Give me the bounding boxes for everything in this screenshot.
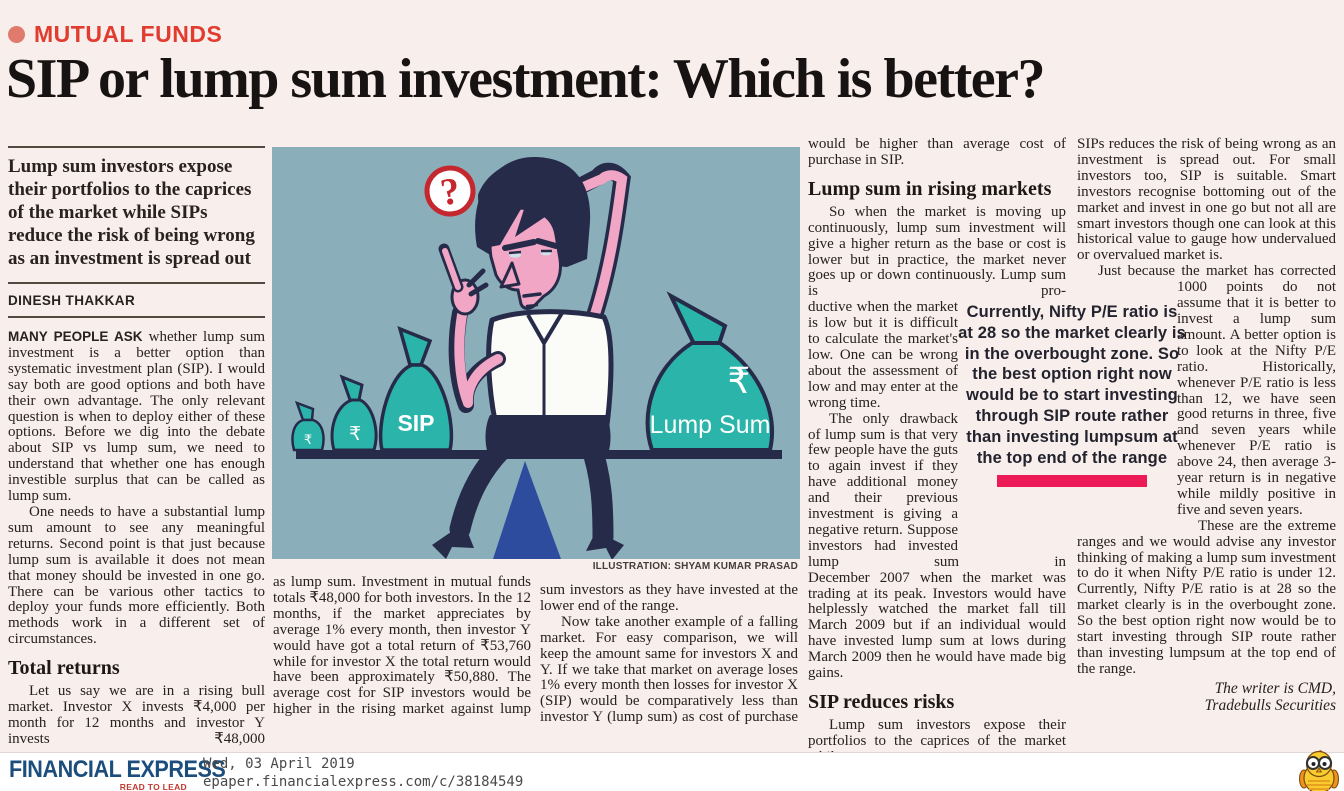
divider [8,146,265,148]
paragraph: December 2007 when the market was tradin… [808,569,1066,682]
rupee-symbol: ₹ [304,432,312,447]
author-signoff: The writer is CMD, Tradebulls Securities [1204,679,1336,714]
money-bag-lump-sum: ₹ Lump Sum [645,291,774,452]
sip-bag-label: SIP [397,410,434,436]
illustration-caption: ILLUSTRATION: SHYAM KUMAR PRASAD [592,561,798,572]
pull-quote: Currently, Nifty P/E ratio is at 28 so t… [957,302,1187,488]
money-bag-tiny: ₹ [291,400,325,452]
article-body: Lump sum investors expose their portfoli… [0,136,1344,765]
lead-in: MANY PEOPLE ASK [8,329,143,344]
thinking-man [432,157,631,560]
paragraph: These are the extreme ranges and we woul… [1077,517,1336,677]
quote-wrap-left: ductive when the market is low but it is… [808,299,1066,570]
divider [8,316,265,318]
pull-quote-bar [997,475,1147,488]
standfirst: Lump sum investors expose their portfoli… [8,156,255,269]
paragraph: One needs to have a substantial lump sum… [8,503,265,648]
paragraph: 1000 points do not assume that it is bet… [1177,279,1336,518]
paragraph: sum investors as they have invested at t… [540,582,798,614]
question-mark-icon: ? [424,165,476,217]
paragraph: as lump sum. Investment in mutual funds … [273,574,531,718]
brand-name: FINANCIAL EXPRESS [9,756,226,783]
rupee-symbol: ₹ [349,424,361,445]
paragraph: ductive when the market is low but it is… [808,299,958,411]
illustration: ₹ ₹ SIP ₹ Lump Sum [272,147,800,560]
fulcrum-triangle [493,461,561,559]
pull-quote-text: Currently, Nifty P/E ratio is at 28 so t… [958,303,1186,467]
paragraph: So when the market is moving up continuo… [808,203,1066,300]
clipping-url[interactable]: epaper.financialexpress.com/c/38184549 [203,774,524,790]
rupee-symbol: ₹ [728,360,751,401]
section-label: MUTUAL FUNDS [34,21,223,47]
column-3: sum investors as they have invested at t… [540,582,798,726]
divider [8,282,265,284]
section-dot-icon [8,26,25,43]
paragraph: Now take another example of a falling ma… [540,613,798,726]
column-2: as lump sum. Investment in mutual funds … [273,574,531,718]
paragraph: The only drawback of lump sum is that ve… [808,410,1066,570]
paragraph: Just because the market has corrected [1098,263,1336,280]
column-4: would be higher than average cost of pur… [808,136,1066,766]
paragraph: SIPs reduces the risk of being wrong as … [1077,136,1336,264]
section-kicker: MUTUAL FUNDS [8,21,222,48]
subhead-sip-reduces-risks: SIP reduces risks [808,691,955,713]
quote-wrap-right: 1000 points do not assume that it is bet… [1077,279,1336,678]
byline: DINESH THAKKAR [8,293,136,308]
subhead-lump-sum-rising: Lump sum in rising markets [808,177,1052,200]
clipping-date: Wed, 03 April 2019 [203,756,355,772]
page-title: SIP or lump sum investment: Which is bet… [6,48,1045,110]
owl-mascot-icon[interactable] [1298,749,1340,791]
epaper-footer: FINANCIAL EXPRESS READ TO LEAD Wed, 03 A… [0,749,1344,791]
clipping-meta: Wed, 03 April 2019 epaper.financialexpre… [203,755,523,791]
column-5: SIPs reduces the risk of being wrong as … [1077,136,1336,714]
brand-tagline: READ TO LEAD [119,782,187,791]
subhead-total-returns: Total returns [8,657,120,680]
paragraph: MANY PEOPLE ASK whether lump sum investm… [8,329,265,505]
money-bag-small: ₹ [330,374,378,452]
lump-sum-bag-label: Lump Sum [650,411,771,439]
paragraph: would be higher than average cost of pur… [808,136,1066,168]
paragraph: Let us say we are in a rising bull marke… [8,683,265,747]
financial-express-logo: FINANCIAL EXPRESS READ TO LEAD [9,756,226,791]
column-1: Lump sum investors expose their portfoli… [8,137,265,748]
money-bag-sip: SIP [378,326,454,452]
